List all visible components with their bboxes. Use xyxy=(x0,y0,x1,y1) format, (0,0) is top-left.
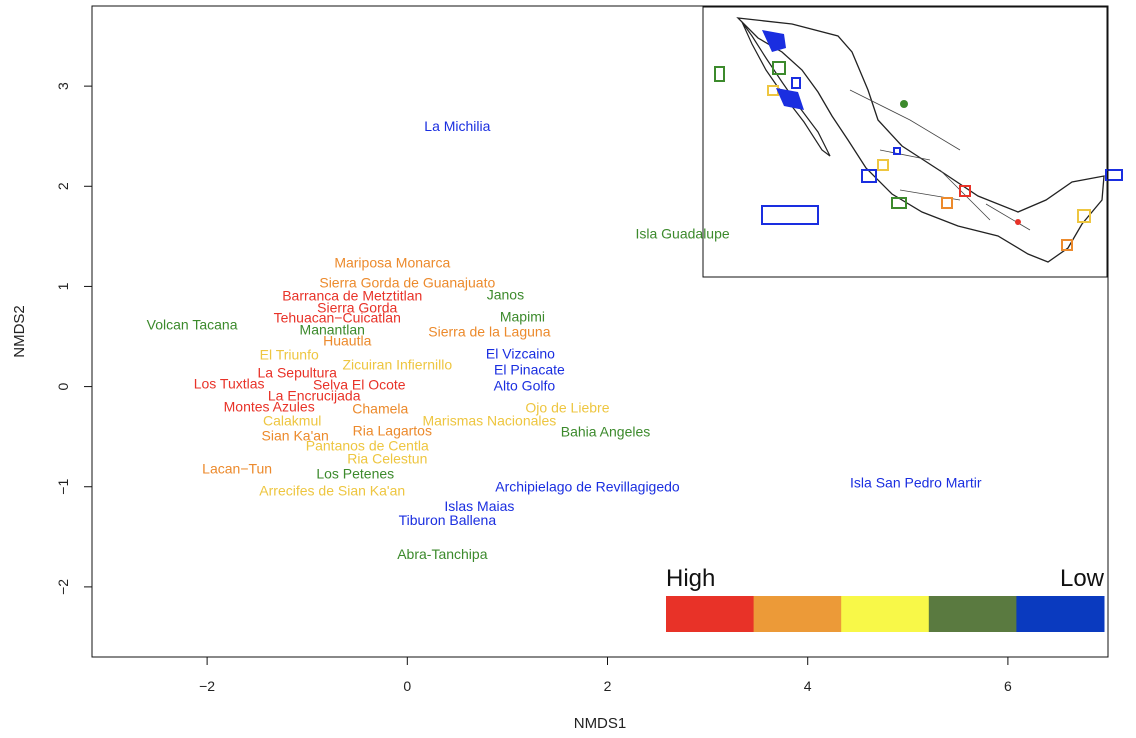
point-label: Selva El Ocote xyxy=(313,377,406,393)
legend-color-segment xyxy=(1016,596,1105,632)
x-tick-label: 2 xyxy=(604,678,612,694)
point-label: El Triunfo xyxy=(260,347,319,363)
protected-area-fill xyxy=(900,100,908,108)
color-legend: High Low xyxy=(666,565,1105,632)
protected-area-fill xyxy=(776,88,804,110)
point-label: Sierra de la Laguna xyxy=(428,324,550,340)
point-label: Sierra Gorda de Guanajuato xyxy=(319,274,495,290)
x-axis-label: NMDS1 xyxy=(574,715,627,732)
point-label: Alto Golfo xyxy=(494,378,556,394)
point-labels: La Michilia Isla Guadalupe Mariposa Monarc… xyxy=(147,118,982,562)
point-label: La Sepultura xyxy=(257,365,337,381)
point-label: El Vizcaino xyxy=(486,346,555,362)
point-label: Mariposa Monarca xyxy=(334,254,450,270)
protected-area-outline xyxy=(941,197,953,209)
y-tick-label: −1 xyxy=(55,479,71,495)
legend-color-segment xyxy=(753,596,842,632)
protected-area-outline xyxy=(772,61,786,75)
point-label: Zicuiran Infiernillo xyxy=(342,357,452,373)
point-label: Los Tuxtlas xyxy=(194,376,265,392)
point-label: Lacan−Tun xyxy=(202,461,272,477)
point-label: Janos xyxy=(487,286,524,302)
legend-color-segment xyxy=(841,596,930,632)
point-label: Calakmul xyxy=(263,413,321,429)
protected-area-outline xyxy=(1077,209,1091,223)
point-label: Barranca de Metztitlan xyxy=(282,287,422,303)
protected-area-fill xyxy=(1015,219,1021,225)
y-tick-label: 2 xyxy=(55,182,71,190)
legend-high-label: High xyxy=(666,565,715,592)
protected-area-outline xyxy=(893,147,901,155)
y-axis-label: NMDS2 xyxy=(11,305,28,358)
point-label: Pantanos de Centla xyxy=(306,438,429,454)
point-label: Sierra Gorda xyxy=(317,299,397,315)
x-tick-label: 4 xyxy=(804,678,812,694)
x-tick-label: 6 xyxy=(1004,678,1012,694)
point-label: Manantlan xyxy=(300,321,365,337)
protected-area-outline xyxy=(1105,169,1123,181)
y-axis: −2 −1 0 1 2 3 xyxy=(55,82,92,595)
point-label: Ria Lagartos xyxy=(353,423,432,439)
protected-area-outline xyxy=(891,197,907,209)
point-label: Bahia Angeles xyxy=(561,424,651,440)
point-label: Ria Celestun xyxy=(347,451,427,467)
protected-area-outline xyxy=(877,159,889,171)
y-tick-label: −2 xyxy=(55,579,71,595)
x-tick-label: 0 xyxy=(403,678,411,694)
point-label: Chamela xyxy=(352,401,408,417)
point-label: La Michilia xyxy=(424,118,490,134)
y-tick-label: 0 xyxy=(55,382,71,390)
point-label: Los Petenes xyxy=(316,466,394,482)
point-label: Islas Maias xyxy=(444,498,514,514)
point-label: Arrecifes de Sian Ka'an xyxy=(259,483,405,499)
plot-area-frame xyxy=(91,5,1109,658)
point-label: Tiburon Ballena xyxy=(399,512,497,528)
point-label: Isla Guadalupe xyxy=(635,225,729,241)
point-label: Montes Azules xyxy=(224,399,315,415)
protected-area-outline xyxy=(861,169,877,183)
point-label: Isla San Pedro Martir xyxy=(850,475,982,491)
x-tick-label: −2 xyxy=(199,678,215,694)
protected-area-outline xyxy=(791,77,801,89)
baja-peninsula-shape xyxy=(741,21,831,157)
y-tick-label: 1 xyxy=(55,282,71,290)
y-tick-label: 3 xyxy=(55,82,71,90)
point-label: Sian Ka'an xyxy=(262,428,329,444)
x-axis: −2 0 2 4 6 xyxy=(199,657,1012,694)
protected-area-outline xyxy=(714,66,725,82)
point-label: Abra-Tanchipa xyxy=(397,546,487,562)
point-label: La Encrucijada xyxy=(268,388,361,404)
point-label: Ojo de Liebre xyxy=(525,400,609,416)
point-label: El Pinacate xyxy=(494,362,565,378)
point-label: Tehuacan−Cuicatlan xyxy=(274,309,401,325)
protected-area-outline xyxy=(1061,239,1073,251)
legend-color-segment xyxy=(928,596,1017,632)
mexico-mainland-shape xyxy=(736,17,1105,263)
point-label: Archipielago de Revillagigedo xyxy=(495,479,680,495)
point-label: Marismas Nacionales xyxy=(422,413,556,429)
point-label: Mapimi xyxy=(500,308,545,324)
point-label: Volcan Tacana xyxy=(147,316,238,332)
protected-area-outline xyxy=(761,205,819,225)
legend-low-label: Low xyxy=(1060,565,1105,592)
protected-area-fill xyxy=(762,30,786,52)
point-label: Huautla xyxy=(323,333,371,349)
legend-color-segment xyxy=(666,596,755,632)
protected-area-outline xyxy=(959,185,971,197)
inset-map-of-mexico xyxy=(702,6,1123,278)
